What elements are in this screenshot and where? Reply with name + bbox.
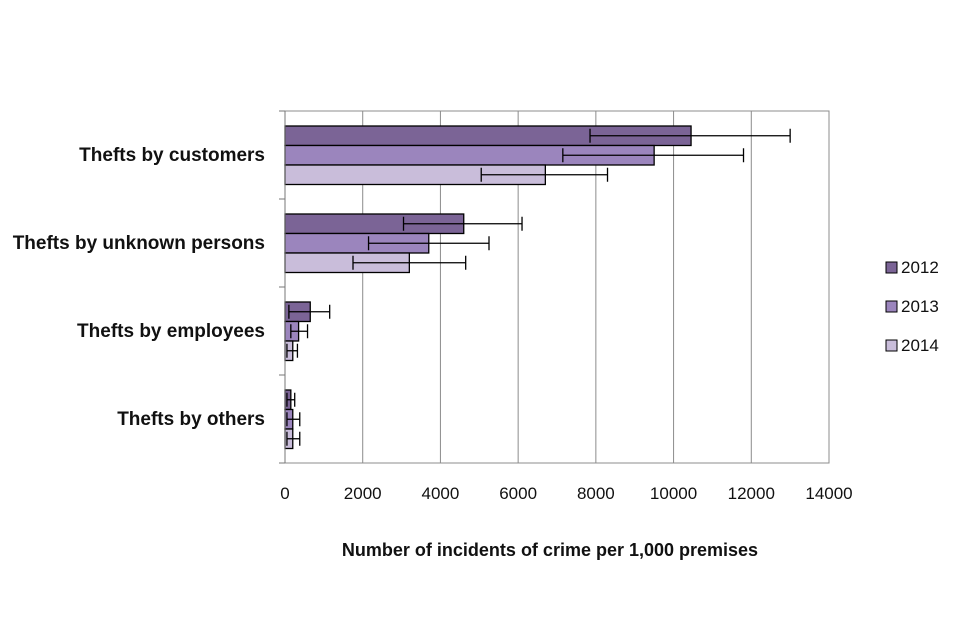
x-tick-label: 4000 <box>422 484 460 503</box>
x-tick-label: 8000 <box>577 484 615 503</box>
x-tick-label: 6000 <box>499 484 537 503</box>
legend: 2012 2013 2014 <box>885 258 939 355</box>
x-tick-label: 12000 <box>728 484 775 503</box>
error-bars <box>286 128 791 446</box>
x-tick-labels: 0 2000 4000 6000 8000 10000 12000 14000 <box>280 484 852 503</box>
legend-swatch-2012 <box>885 261 898 274</box>
y-axis <box>279 110 286 464</box>
legend-label-2012: 2012 <box>901 258 939 277</box>
x-tick-label: 10000 <box>650 484 697 503</box>
category-labels: Thefts by customers Thefts by unknown per… <box>13 145 265 430</box>
legend-swatch-2013 <box>885 300 898 313</box>
category-label: Thefts by employees <box>77 321 265 342</box>
category-label: Thefts by unknown persons <box>13 233 265 254</box>
x-tick-label: 0 <box>280 484 289 503</box>
legend-swatch-2014 <box>885 339 898 352</box>
x-axis-title: Number of incidents of crime per 1,000 p… <box>342 540 758 560</box>
category-label: Thefts by others <box>117 409 265 430</box>
x-tick-label: 2000 <box>344 484 382 503</box>
category-label: Thefts by customers <box>79 145 265 166</box>
legend-label-2014: 2014 <box>901 336 939 355</box>
legend-label-2013: 2013 <box>901 297 939 316</box>
x-tick-label: 14000 <box>805 484 852 503</box>
